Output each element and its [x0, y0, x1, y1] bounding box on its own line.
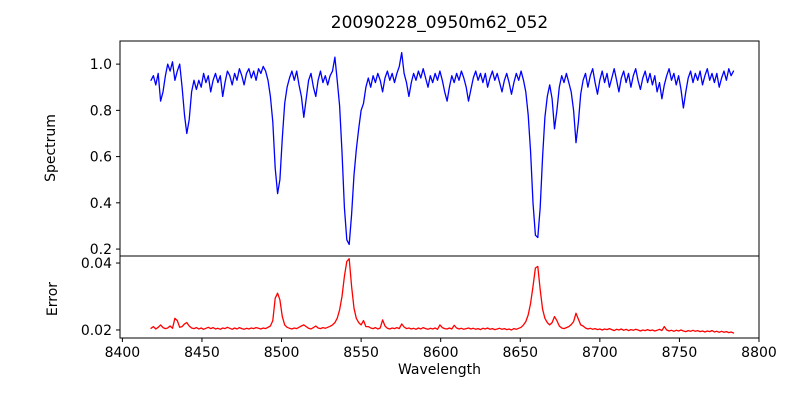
error-line — [150, 258, 735, 334]
x-tick-label: 8650 — [502, 345, 538, 361]
spectrum-y-tick-label: 0.4 — [90, 196, 112, 212]
x-tick-label: 8500 — [264, 345, 300, 361]
spectrum-y-tick-label: 1.0 — [90, 57, 112, 73]
x-tick-label: 8600 — [423, 345, 459, 361]
spectrum-y-tick-label: 0.8 — [90, 103, 112, 119]
error-axes: 0.02 0.04 8400 8450 8500 8550 8600 8650 8700 8750… — [81, 255, 777, 361]
x-tick-label: 8700 — [582, 345, 618, 361]
spectrum-y-tick-label: 0.6 — [90, 150, 112, 166]
error-y-tick-label: 0.04 — [81, 256, 112, 272]
x-tick-label: 8450 — [184, 345, 220, 361]
x-tick-label: 8550 — [343, 345, 379, 361]
chart-title: 20090228_0950m62_052 — [330, 13, 549, 33]
spectrum-axes: 0.2 0.4 0.6 0.8 1.0 — [90, 40, 760, 258]
error-y-tick-label: 0.02 — [81, 323, 112, 339]
wavelength-axis-label: Wavelength — [397, 362, 482, 378]
spectrum-line — [150, 51, 735, 246]
error-frame — [119, 255, 760, 339]
spectrum-y-tick-label: 0.2 — [90, 242, 112, 258]
x-tick-label: 8800 — [741, 345, 777, 361]
x-tick-label: 8750 — [662, 345, 698, 361]
x-tick-label: 8400 — [105, 345, 141, 361]
